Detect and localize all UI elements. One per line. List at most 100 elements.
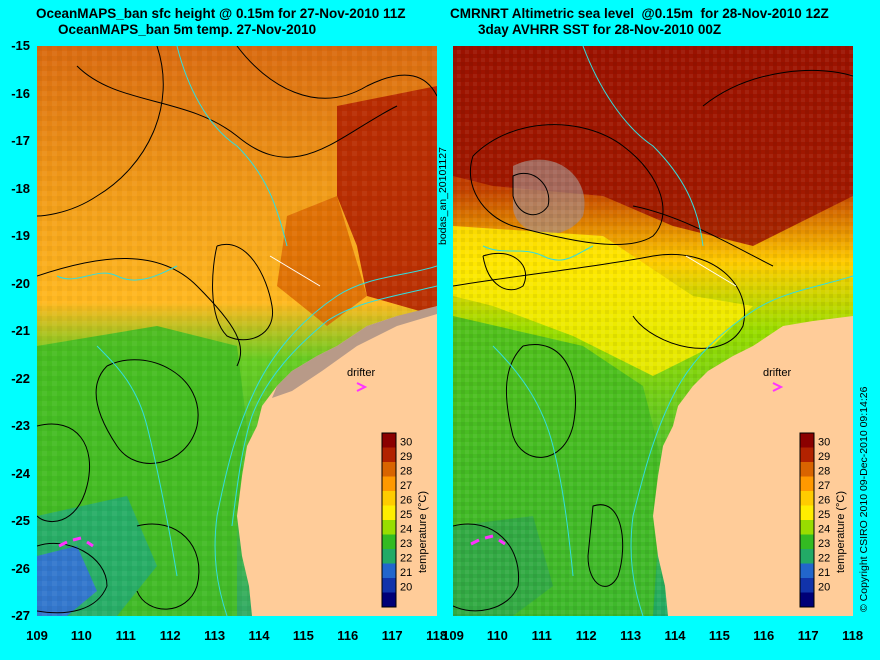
longitude-tick-label: 118 — [426, 628, 448, 643]
right-drifter-label: drifter — [763, 367, 791, 379]
left-drifter-marker — [356, 382, 368, 392]
longitude-tick-label: 111 — [531, 628, 552, 643]
latitude-tick-label: -17 — [11, 133, 30, 148]
colorbar-tick-label: 25 — [818, 509, 830, 521]
longitude-tick-label: 117 — [381, 628, 403, 643]
colorbar-tick-label: 22 — [400, 553, 412, 565]
left-colorbar: 30 29 28 27 26 25 24 23 22 21 20 temperature (°C) — [381, 432, 429, 608]
colorbar-swatch — [800, 578, 814, 593]
colorbar-tick-label: 23 — [400, 538, 412, 550]
colorbar-tick-label: 30 — [818, 437, 830, 449]
right-map-svg: drifter 30 29 28 27 26 25 24 23 22 21 20 temperatur… — [453, 46, 853, 616]
latitude-tick-label: -20 — [11, 275, 30, 291]
latitude-tick-label: -15 — [11, 38, 30, 53]
colorbar-swatch — [382, 505, 396, 520]
right-title-line2: 3day AVHRR SST for 28-Nov-2010 00Z — [478, 22, 722, 37]
latitude-tick-label: -22 — [11, 370, 30, 386]
latitude-tick-label: -24 — [11, 465, 30, 481]
right-colorbar: 30 29 28 27 26 25 24 23 22 21 20 temperature (°C) — [799, 432, 847, 608]
right-title-line1: CMRNRT Altimetric sea level @0.15m for 2… — [450, 6, 829, 21]
longitude-tick-label: 113 — [620, 628, 642, 643]
latitude-tick-label: -21 — [11, 323, 30, 338]
right-drifter-marker — [772, 382, 784, 392]
right-height-contours — [453, 69, 853, 612]
bodas-label: bodas_an_20101127 — [437, 147, 449, 245]
colorbar-swatch — [382, 447, 396, 462]
colorbar-tick-label: 22 — [818, 553, 830, 565]
colorbar-tick-label: 27 — [400, 480, 412, 492]
colorbar-swatch — [382, 462, 396, 477]
longitude-tick-label: 118 — [842, 628, 864, 643]
latitude-tick-label: -19 — [11, 228, 30, 243]
colorbar-tick-label: 26 — [400, 495, 412, 507]
colorbar-tick-label: 28 — [400, 466, 412, 478]
colorbar-tick-label: 25 — [400, 509, 412, 521]
colorbar-swatch — [800, 592, 814, 607]
colorbar-tick-label: 24 — [818, 524, 830, 536]
left-map-panel: drifter 30 29 28 27 26 25 24 23 22 21 20 temperatur… — [37, 46, 437, 616]
right-bathymetry — [482, 46, 853, 616]
colorbar-tick-label: 23 — [818, 538, 830, 550]
colorbar-swatch — [800, 447, 814, 462]
latitude-tick-label: -16 — [11, 85, 30, 101]
longitude-tick-label: 112 — [575, 628, 597, 643]
left-title-line1: OceanMAPS_ban sfc height @ 0.15m for 27-… — [36, 6, 406, 21]
latitude-tick-label: -27 — [11, 608, 30, 623]
colorbar-tick-label: 21 — [818, 567, 830, 579]
longitude-tick-label: 116 — [753, 628, 775, 643]
left-height-contours — [37, 46, 437, 614]
colorbar-tick-label: 24 — [400, 524, 412, 536]
left-map-svg: drifter 30 29 28 27 26 25 24 23 22 21 20 temperatur… — [37, 46, 437, 616]
colorbar-tick-label: 27 — [818, 480, 830, 492]
colorbar-tick-label: 20 — [818, 582, 830, 594]
colorbar-swatch — [800, 549, 814, 564]
longitude-tick-label: 115 — [708, 628, 730, 643]
colorbar-swatch — [382, 578, 396, 593]
longitude-tick-label: 110 — [486, 628, 508, 643]
colorbar-tick-label: 29 — [818, 451, 830, 463]
longitude-tick-label: 115 — [292, 628, 314, 643]
colorbar-swatch — [382, 520, 396, 535]
colorbar-swatch — [382, 592, 396, 607]
left-bathymetry — [56, 46, 437, 616]
colorbar-swatch — [382, 476, 396, 491]
colorbar-swatch — [800, 505, 814, 520]
left-title-line2: OceanMAPS_ban 5m temp. 27-Nov-2010 — [58, 22, 317, 37]
left-drifter-track — [58, 536, 94, 548]
colorbar-swatch — [382, 433, 396, 448]
longitude-tick-label: 113 — [204, 628, 226, 643]
colorbar-swatch — [382, 549, 396, 564]
left-coast-shelf — [272, 306, 437, 398]
colorbar-swatch — [382, 563, 396, 578]
colorbar-tick-label: 26 — [818, 495, 830, 507]
right-drifter-track — [470, 534, 506, 546]
colorbar-swatch — [800, 563, 814, 578]
longitude-tick-label: 114 — [664, 628, 686, 643]
colorbar-swatch — [800, 534, 814, 549]
longitude-tick-label: 111 — [115, 628, 136, 643]
right-transect-line — [685, 255, 737, 287]
latitude-tick-label: -23 — [11, 418, 30, 433]
colorbar-swatch — [800, 491, 814, 506]
colorbar-tick-label: 28 — [818, 466, 830, 478]
right-map-panel: drifter 30 29 28 27 26 25 24 23 22 21 20 temperatur… — [453, 46, 853, 616]
latitude-tick-label: -25 — [11, 513, 30, 528]
colorbar-tick-label: 20 — [400, 582, 412, 594]
colorbar-title: temperature (°C) — [417, 491, 429, 573]
longitude-tick-label: 110 — [70, 628, 92, 643]
colorbar-swatch — [800, 433, 814, 448]
colorbar-title: temperature (°C) — [835, 491, 847, 573]
longitude-tick-label: 116 — [337, 628, 359, 643]
colorbar-swatch — [382, 534, 396, 549]
colorbar-tick-label: 21 — [400, 567, 412, 579]
longitude-tick-label: 109 — [26, 628, 48, 643]
colorbar-swatch — [382, 491, 396, 506]
colorbar-swatch — [800, 476, 814, 491]
longitude-tick-label: 117 — [797, 628, 819, 643]
longitude-tick-label: 114 — [248, 628, 270, 643]
colorbar-swatch — [800, 462, 814, 477]
longitude-tick-label: 112 — [159, 628, 181, 643]
colorbar-tick-label: 29 — [400, 451, 412, 463]
copyright-label: © Copyright CSIRO 2010 09-Dec-2010 09:14… — [858, 386, 870, 612]
left-transect-line — [269, 255, 321, 287]
